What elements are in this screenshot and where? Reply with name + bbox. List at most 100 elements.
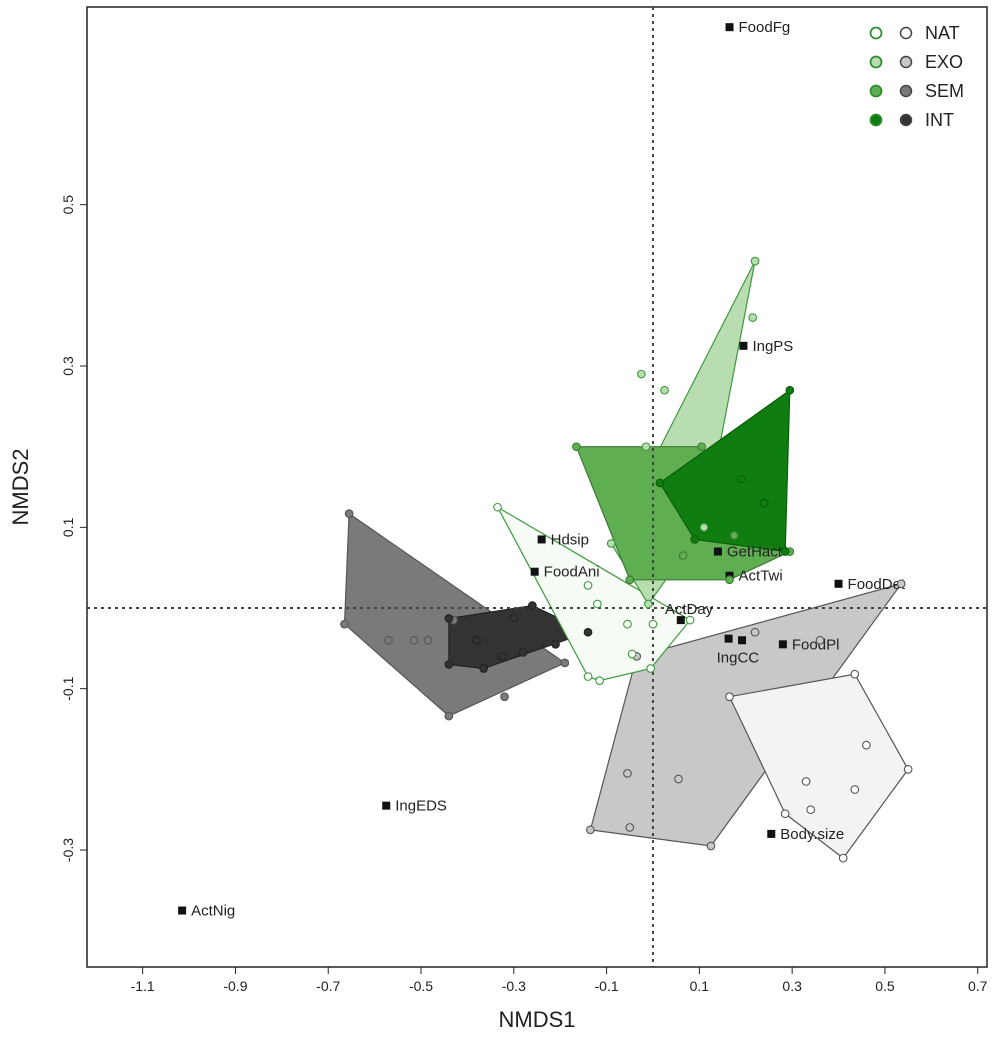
legend-marker-green	[869, 113, 883, 127]
hull-NAT-grey	[728, 673, 909, 859]
legend-marker-green	[869, 26, 883, 40]
point-INT-green	[780, 547, 790, 556]
point-SEM-grey	[560, 658, 570, 668]
point-EXO-grey	[623, 769, 632, 778]
point-EXO-green	[641, 442, 651, 452]
hull-INT-grey	[448, 604, 590, 670]
legend-label: INT	[925, 110, 954, 130]
variable-label: FoodPl	[792, 636, 840, 653]
variable-marker	[778, 640, 787, 649]
variable-marker	[738, 636, 747, 645]
point-NAT-green	[583, 672, 593, 681]
y-tick-label: 0.1	[60, 517, 76, 537]
point-NAT-grey	[725, 692, 734, 702]
point-NAT-grey	[903, 765, 913, 774]
variable-label: ActDay	[665, 601, 714, 618]
point-EXO-green	[606, 539, 616, 548]
point-EXO-green	[699, 522, 709, 532]
point-SEM-grey	[444, 711, 454, 721]
point-INT-green	[690, 535, 700, 544]
point-NAT-grey	[850, 669, 860, 679]
variable-label: FoodFg	[739, 19, 791, 36]
legend-label: EXO	[925, 52, 963, 72]
x-tick-label: -0.1	[595, 978, 619, 994]
point-NAT-green	[648, 619, 658, 629]
variable-label: Hdsip	[551, 531, 589, 548]
point-NAT-green	[583, 581, 593, 590]
y-axis: -0.3 -0.1 0.1 0.3 0.5	[60, 195, 88, 862]
point-SEM-grey	[409, 635, 419, 645]
y-tick-label: -0.3	[60, 838, 76, 862]
x-tick-label: -0.3	[502, 978, 526, 994]
point-EXO-grey	[586, 825, 595, 835]
y-axis-title: NMDS2	[8, 448, 33, 525]
legend-marker-green	[869, 84, 883, 98]
point-SEM-green	[625, 575, 635, 585]
legend-marker-grey	[899, 26, 913, 40]
point-INT-green	[759, 498, 769, 508]
point-NAT-green	[595, 676, 604, 685]
point-NAT-green	[493, 502, 502, 512]
point-INT-grey	[472, 635, 482, 645]
point-NAT-green	[646, 664, 656, 673]
point-INT-grey	[509, 613, 519, 623]
point-EXO-green	[748, 313, 758, 322]
point-EXO-grey	[750, 627, 760, 637]
x-axis: -1.1 -0.9 -0.7 -0.5 -0.3 -0.1 0.1 0.3 0.5 0.7	[131, 966, 988, 994]
x-tick-label: -0.5	[409, 978, 433, 994]
variable-label: IngPS	[752, 338, 793, 355]
point-NAT-grey	[850, 785, 860, 794]
variable-label: GetHact	[727, 544, 783, 561]
point-INT-grey	[551, 639, 560, 649]
point-INT-grey	[479, 664, 488, 673]
point-INT-grey	[444, 660, 454, 669]
legend-marker-grey	[899, 84, 913, 98]
point-SEM-green	[572, 442, 581, 452]
y-tick-label: 0.5	[60, 195, 76, 215]
legend: NAT EXO SEM INT	[869, 23, 964, 130]
y-tick-label: 0.3	[60, 356, 76, 376]
point-NAT-green	[623, 619, 632, 629]
variable-marker	[739, 341, 748, 350]
point-SEM-green	[729, 531, 739, 540]
variable-label: FoodDet	[848, 576, 906, 593]
point-NAT-grey	[862, 740, 871, 750]
point-SEM-green	[678, 551, 688, 560]
point-SEM-grey	[423, 635, 433, 645]
point-SEM-grey	[340, 619, 349, 629]
point-NAT-grey	[838, 853, 848, 863]
point-NAT-grey	[801, 777, 811, 786]
x-axis-title: NMDS1	[498, 1007, 575, 1032]
point-SEM-grey	[500, 692, 509, 702]
point-INT-grey	[528, 601, 537, 610]
point-INT-green	[785, 385, 795, 395]
point-EXO-grey	[706, 841, 716, 851]
legend-label: NAT	[925, 23, 960, 43]
x-tick-label: 0.3	[782, 978, 802, 994]
variable-marker	[178, 906, 187, 915]
y-tick-label: -0.1	[60, 676, 76, 700]
point-NAT-green	[592, 599, 602, 609]
variable-marker	[834, 579, 843, 588]
x-tick-label: 0.5	[875, 978, 895, 994]
variable-marker	[382, 801, 391, 810]
x-tick-label: 0.1	[690, 978, 710, 994]
variable-label: ActNig	[191, 903, 235, 920]
variable-marker	[530, 567, 539, 576]
point-INT-grey	[518, 648, 528, 657]
point-EXO-green	[643, 599, 653, 609]
point-EXO-grey	[625, 823, 635, 832]
point-EXO-grey	[815, 635, 825, 645]
hull-NAT-green	[496, 505, 692, 682]
x-tick-label: -1.1	[131, 978, 155, 994]
legend-marker-green	[869, 55, 883, 69]
legend-marker-grey	[899, 55, 913, 69]
group-hulls	[343, 260, 909, 859]
variable-label: ActTwi	[739, 568, 783, 585]
x-tick-label: -0.9	[223, 978, 247, 994]
point-NAT-grey	[806, 805, 816, 815]
x-tick-label: 0.7	[968, 978, 988, 994]
variable-label: IngEDS	[395, 798, 447, 815]
point-NAT-grey	[780, 809, 790, 819]
variable-label: FoodAni	[544, 564, 600, 581]
